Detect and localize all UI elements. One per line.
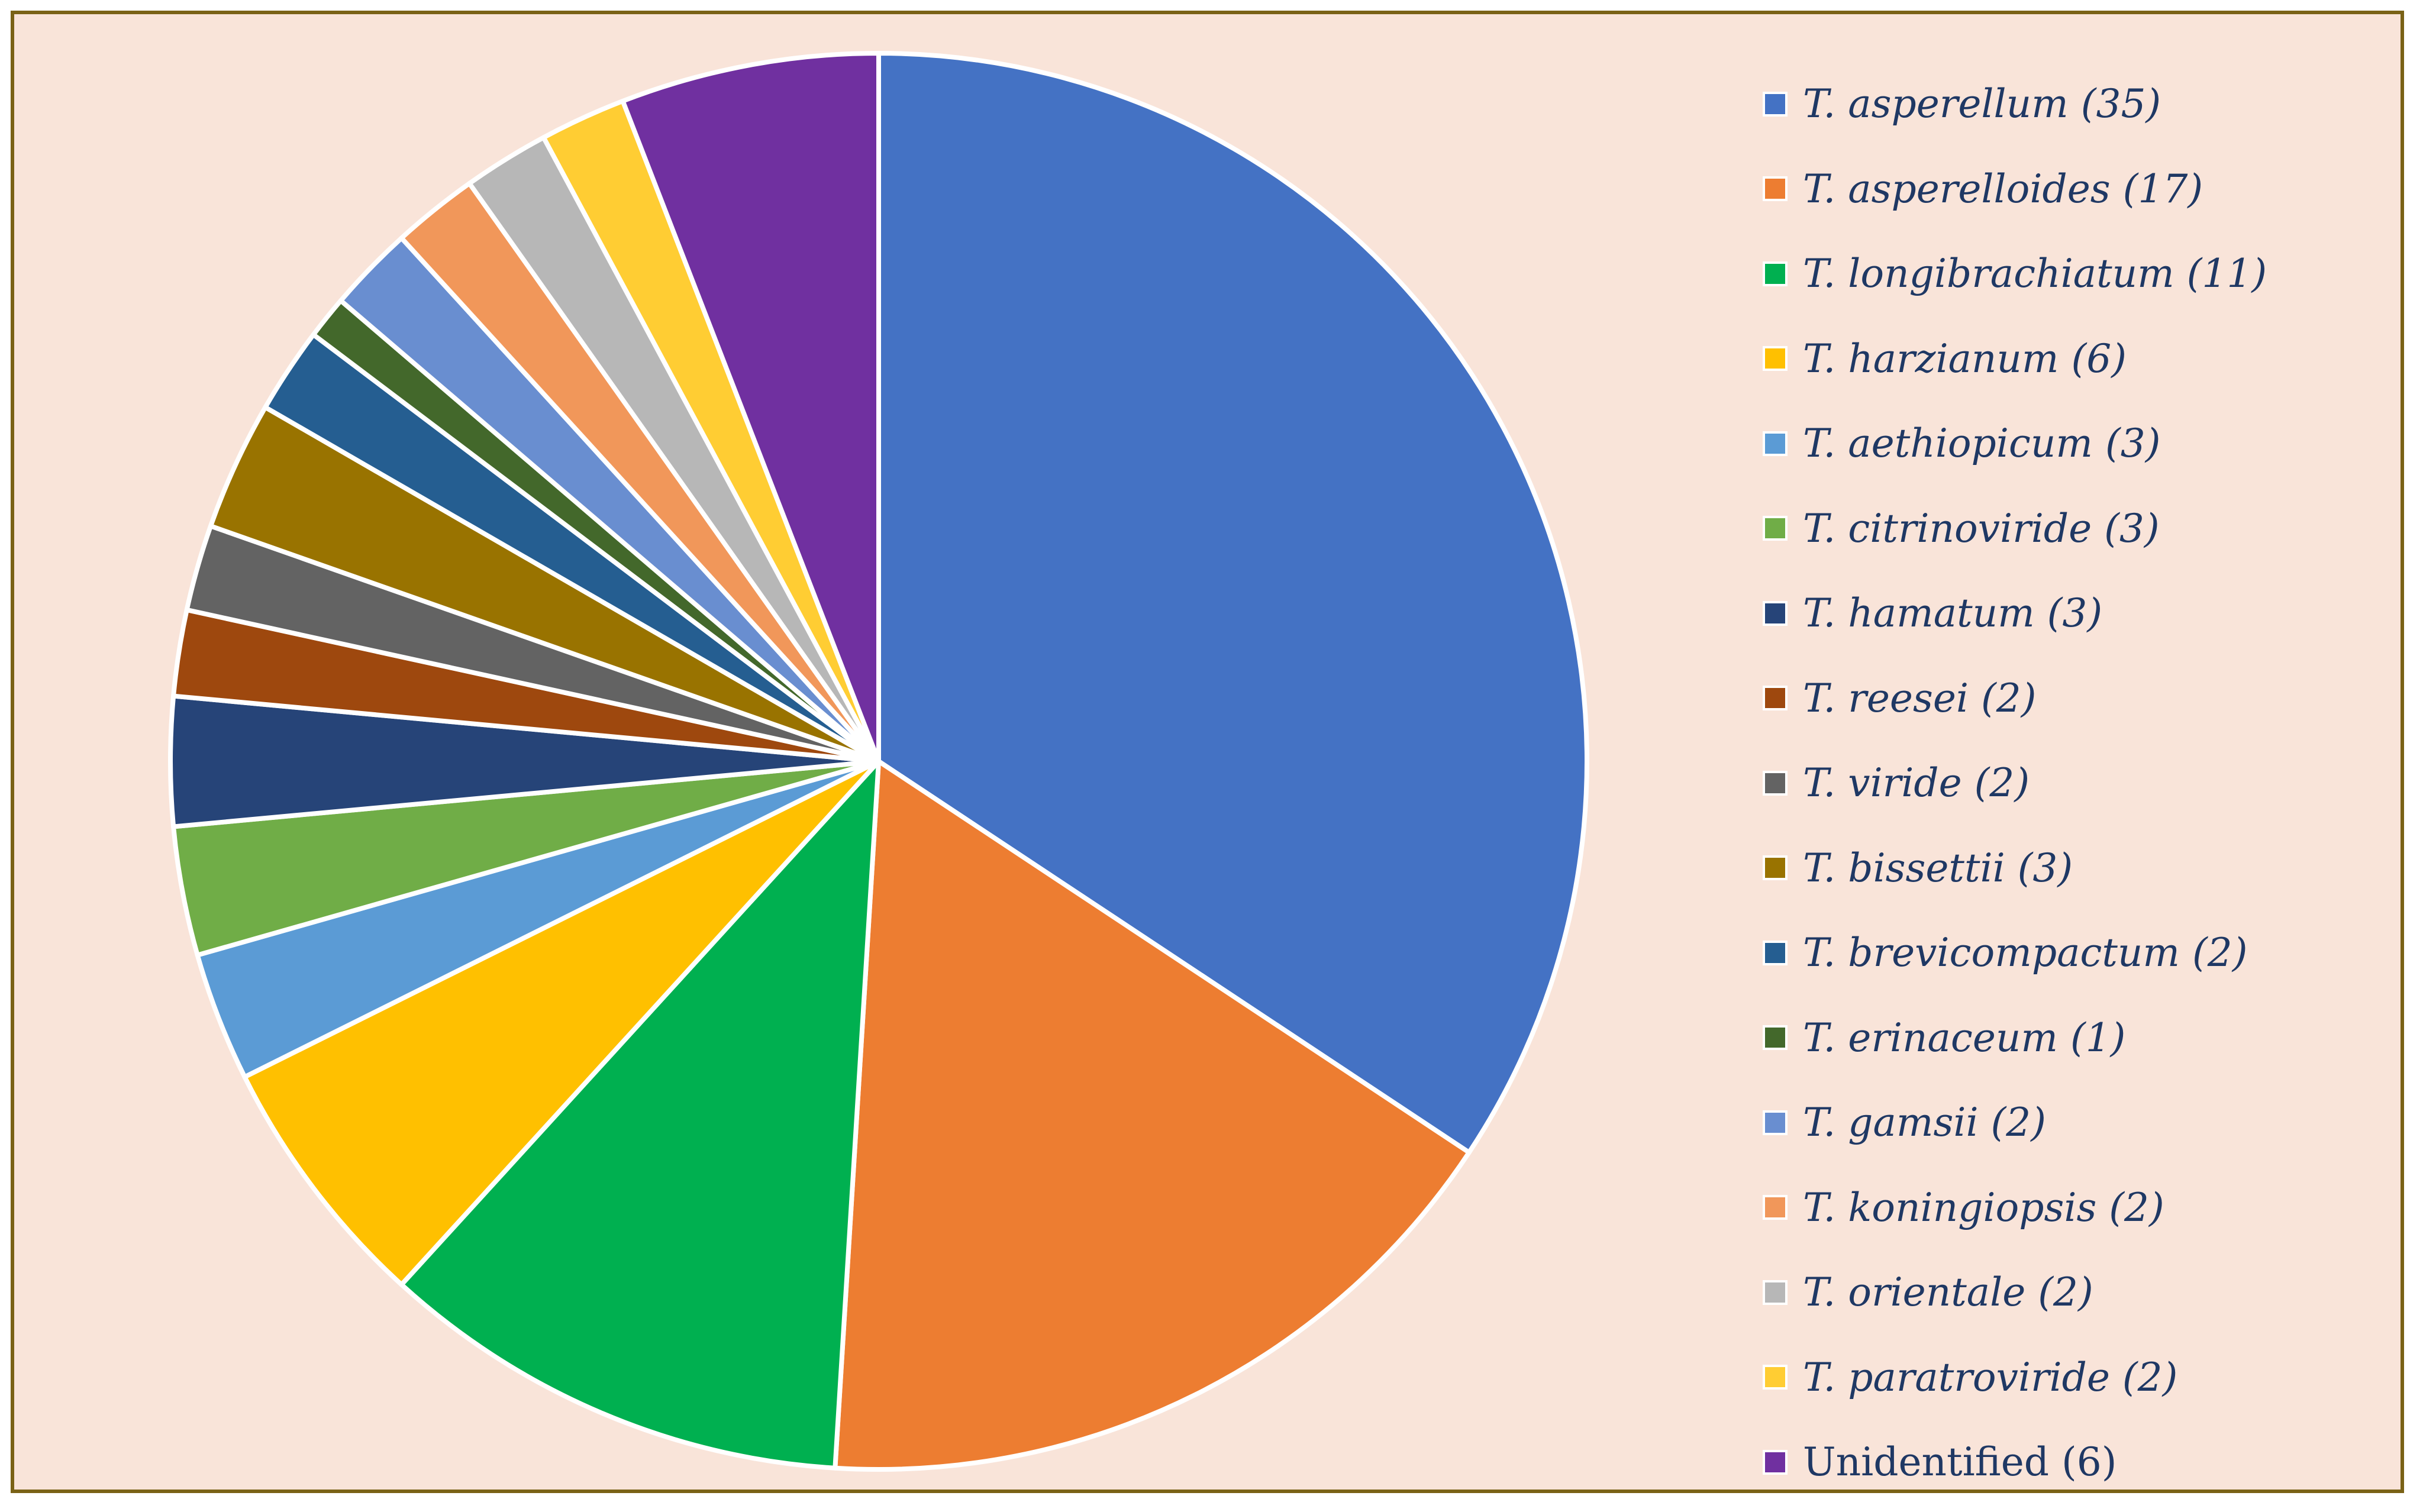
legend-label-8: T. viride (2) [1803, 760, 2030, 806]
legend-item-15: T. paratroviride (2) [1763, 1335, 2267, 1420]
legend-swatch-12 [1763, 1110, 1788, 1135]
legend-swatch-11 [1763, 1025, 1788, 1051]
legend-label-15: T. paratroviride (2) [1803, 1354, 2178, 1400]
legend-swatch-5 [1763, 516, 1788, 541]
legend-item-2: T. longibrachiatum (11) [1763, 231, 2267, 316]
legend-item-11: T. erinaceum (1) [1763, 996, 2267, 1081]
legend-label-12: T. gamsii (2) [1803, 1100, 2047, 1146]
legend-item-7: T. reesei (2) [1763, 656, 2267, 741]
legend-swatch-14 [1763, 1280, 1788, 1305]
chart-frame: T. asperellum (35) T. asperelloides (17) T… [11, 11, 2404, 1493]
legend-swatch-1 [1763, 176, 1788, 202]
legend-swatch-16 [1763, 1449, 1788, 1475]
pie-slice-2 [399, 759, 881, 1471]
legend-item-3: T. harzianum (6) [1763, 316, 2267, 402]
legend-label-13: T. koningiopsis (2) [1803, 1184, 2164, 1230]
legend-item-1: T. asperelloides (17) [1763, 147, 2267, 232]
legend-item-8: T. viride (2) [1763, 741, 2267, 826]
legend-swatch-0 [1763, 91, 1788, 117]
pie-chart [168, 51, 1589, 1472]
legend-swatch-6 [1763, 600, 1788, 626]
legend-label-6: T. hamatum (3) [1803, 590, 2103, 637]
legend-label-1: T. asperelloides (17) [1803, 166, 2203, 212]
legend-swatch-10 [1763, 940, 1788, 965]
legend-item-0: T. asperellum (35) [1763, 62, 2267, 147]
pie-slice-3 [242, 759, 881, 1287]
legend-label-14: T. orientale (2) [1803, 1269, 2093, 1316]
legend-swatch-3 [1763, 346, 1788, 371]
legend-swatch-15 [1763, 1365, 1788, 1390]
legend-label-11: T. erinaceum (1) [1803, 1015, 2126, 1061]
legend-label-3: T. harzianum (6) [1803, 335, 2127, 382]
legend-label-0: T. asperellum (35) [1803, 81, 2161, 127]
legend-label-9: T. bissettii (3) [1803, 845, 2073, 891]
legend-label-5: T. citrinoviride (3) [1803, 505, 2160, 551]
pie-slice-16 [620, 51, 881, 764]
legend-item-13: T. koningiopsis (2) [1763, 1165, 2267, 1251]
legend-swatch-7 [1763, 686, 1788, 711]
legend-swatch-13 [1763, 1195, 1788, 1220]
legend-label-7: T. reesei (2) [1803, 675, 2037, 721]
legend-swatch-4 [1763, 431, 1788, 456]
legend-swatch-2 [1763, 261, 1788, 286]
legend-item-9: T. bissettii (3) [1763, 826, 2267, 911]
legend-item-12: T. gamsii (2) [1763, 1080, 2267, 1165]
legend-item-4: T. aethiopicum (3) [1763, 401, 2267, 486]
chart-legend: T. asperellum (35) T. asperelloides (17) T… [1763, 62, 2267, 1505]
legend-swatch-8 [1763, 770, 1788, 796]
legend-label-4: T. aethiopicum (3) [1803, 421, 2161, 467]
legend-item-5: T. citrinoviride (3) [1763, 486, 2267, 571]
legend-label-10: T. brevicompactum (2) [1803, 930, 2248, 976]
legend-label-2: T. longibrachiatum (11) [1803, 251, 2267, 297]
legend-swatch-9 [1763, 855, 1788, 881]
legend-item-6: T. hamatum (3) [1763, 571, 2267, 656]
pie-slice-1 [833, 759, 1472, 1472]
legend-item-10: T. brevicompactum (2) [1763, 910, 2267, 996]
legend-item-14: T. orientale (2) [1763, 1250, 2267, 1335]
legend-item-16: Unidentified (6) [1763, 1420, 2267, 1505]
legend-label-16: Unidentified (6) [1803, 1439, 2117, 1485]
